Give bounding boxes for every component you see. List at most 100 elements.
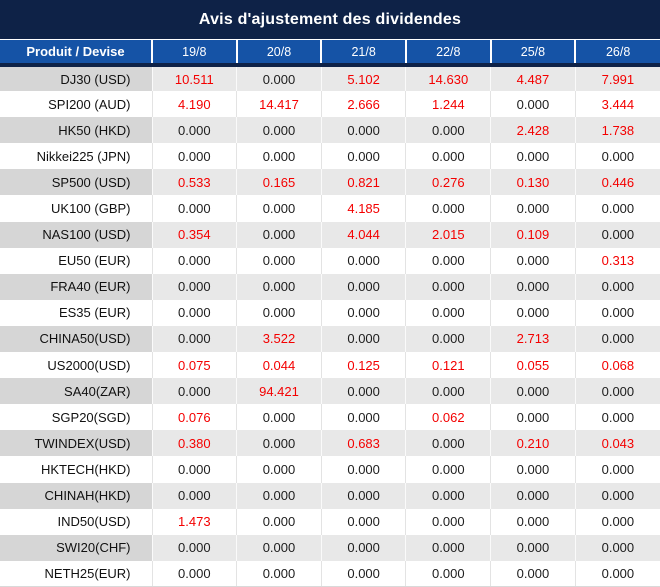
value-cell: 0.000 (320, 508, 406, 535)
value-cell: 0.000 (320, 117, 406, 144)
value-cell: 0.000 (405, 482, 491, 509)
value-cell: 0.000 (236, 221, 322, 248)
value-cell: 0.000 (405, 534, 491, 561)
column-header-date-3: 21/8 (320, 40, 406, 67)
value-cell: 0.000 (151, 247, 237, 274)
value-cell: 0.276 (405, 169, 491, 196)
value-cell: 0.000 (490, 508, 576, 535)
value-cell: 0.000 (236, 456, 322, 483)
value-cell: 0.821 (320, 169, 406, 196)
product-cell: NETH25(EUR) (0, 560, 152, 586)
value-cell: 0.000 (236, 534, 322, 561)
value-cell: 0.130 (490, 169, 576, 196)
value-cell: 0.000 (405, 430, 491, 457)
table-row: TWINDEX(USD) 0.380 0.000 0.683 0.000 0.210 0.0… (0, 430, 660, 457)
value-cell: 3.522 (236, 325, 322, 353)
value-cell: 0.000 (490, 143, 576, 170)
value-cell: 10.511 (151, 65, 237, 92)
value-cell: 0.109 (490, 221, 576, 248)
value-cell: 0.000 (490, 378, 576, 405)
value-cell: 0.000 (490, 482, 576, 509)
value-cell: 0.000 (320, 560, 406, 586)
table-row: Nikkei225 (JPN) 0.000 0.000 0.000 0.000 0.000… (0, 143, 660, 170)
product-cell: HK50 (HKD) (0, 117, 152, 144)
table-header-row: Produit / Devise 19/8 20/8 21/8 22/8 25/… (0, 40, 660, 67)
value-cell: 2.713 (490, 325, 576, 353)
value-cell: 0.000 (574, 299, 660, 326)
value-cell: 1.738 (574, 117, 660, 144)
value-cell: 0.000 (151, 560, 237, 586)
value-cell: 0.533 (151, 169, 237, 196)
value-cell: 94.421 (236, 378, 322, 405)
value-cell: 3.444 (574, 91, 660, 118)
value-cell: 0.000 (490, 195, 576, 222)
product-cell: SGP20(SGD) (0, 404, 152, 431)
value-cell: 0.000 (405, 247, 491, 274)
value-cell: 0.000 (236, 195, 322, 222)
value-cell: 0.000 (405, 560, 491, 586)
value-cell: 0.000 (405, 456, 491, 483)
product-cell: Nikkei225 (JPN) (0, 143, 152, 170)
table-row: CHINA50(USD) 0.000 3.522 0.000 0.000 2.713 0.0… (0, 325, 660, 353)
value-cell: 0.000 (320, 325, 406, 353)
value-cell: 0.000 (151, 482, 237, 509)
value-cell: 0.000 (151, 299, 237, 326)
value-cell: 0.068 (574, 352, 660, 379)
value-cell: 0.000 (490, 247, 576, 274)
value-cell: 0.000 (320, 273, 406, 300)
value-cell: 0.683 (320, 430, 406, 457)
table-row: HK50 (HKD) 0.000 0.000 0.000 0.000 2.428 1.738 (0, 117, 660, 144)
value-cell: 2.428 (490, 117, 576, 144)
table-row: DJ30 (USD) 10.511 0.000 5.102 14.630 4.487 7.9… (0, 65, 660, 92)
column-header-date-2: 20/8 (235, 40, 322, 67)
column-header-date-4: 22/8 (404, 40, 491, 67)
value-cell: 0.000 (405, 273, 491, 300)
table-row: NAS100 (USD) 0.354 0.000 4.044 2.015 0.109 0.0… (0, 221, 660, 248)
value-cell: 0.055 (490, 352, 576, 379)
product-cell: HKTECH(HKD) (0, 456, 152, 483)
table-row: FRA40 (EUR) 0.000 0.000 0.000 0.000 0.000 0.00… (0, 273, 660, 300)
product-cell: US2000(USD) (0, 352, 152, 379)
value-cell: 0.000 (574, 143, 660, 170)
value-cell: 0.000 (151, 378, 237, 405)
value-cell: 0.000 (574, 404, 660, 431)
product-cell: SPI200 (AUD) (0, 91, 152, 118)
product-cell: SA40(ZAR) (0, 378, 152, 405)
value-cell: 0.000 (320, 456, 406, 483)
product-cell: EU50 (EUR) (0, 247, 152, 274)
value-cell: 1.473 (151, 508, 237, 535)
value-cell: 0.075 (151, 352, 237, 379)
value-cell: 0.000 (490, 91, 576, 118)
value-cell: 0.000 (574, 195, 660, 222)
product-cell: DJ30 (USD) (0, 65, 152, 92)
value-cell: 7.991 (574, 65, 660, 92)
column-header-product: Produit / Devise (0, 40, 152, 67)
value-cell: 0.000 (151, 456, 237, 483)
value-cell: 0.000 (574, 273, 660, 300)
value-cell: 0.000 (574, 560, 660, 586)
value-cell: 14.417 (236, 91, 322, 118)
value-cell: 0.000 (574, 221, 660, 248)
value-cell: 0.000 (236, 299, 322, 326)
column-header-date-5: 25/8 (489, 40, 576, 67)
table-row: SA40(ZAR) 0.000 94.421 0.000 0.000 0.000 0.000 (0, 378, 660, 405)
value-cell: 0.000 (320, 404, 406, 431)
product-cell: IND50(USD) (0, 508, 152, 535)
value-cell: 0.000 (405, 143, 491, 170)
value-cell: 5.102 (320, 65, 406, 92)
column-header-date-1: 19/8 (151, 40, 237, 67)
value-cell: 0.000 (320, 247, 406, 274)
value-cell: 0.165 (236, 169, 322, 196)
value-cell: 0.000 (405, 378, 491, 405)
table-row: SWI20(CHF) 0.000 0.000 0.000 0.000 0.000 0.000 (0, 534, 660, 561)
value-cell: 0.000 (405, 117, 491, 144)
value-cell: 0.000 (320, 378, 406, 405)
table-row: EU50 (EUR) 0.000 0.000 0.000 0.000 0.000 0.313 (0, 247, 660, 274)
value-cell: 4.487 (490, 65, 576, 92)
value-cell: 0.000 (490, 273, 576, 300)
product-cell: ES35 (EUR) (0, 299, 152, 326)
value-cell: 0.062 (405, 404, 491, 431)
value-cell: 0.000 (236, 65, 322, 92)
product-cell: CHINAH(HKD) (0, 482, 152, 509)
